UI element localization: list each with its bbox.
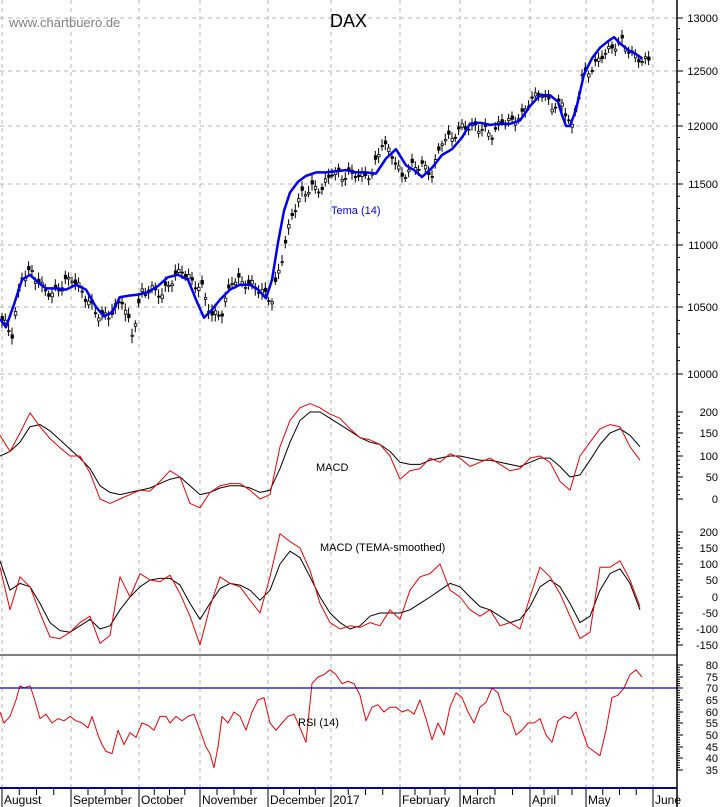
chart-title: DAX	[330, 11, 367, 31]
macd-tema-label: MACD (TEMA-smoothed)	[320, 542, 445, 554]
x-month-label: March	[462, 793, 495, 807]
x-month-label: April	[532, 793, 556, 807]
y-tick-label: 50	[706, 730, 718, 742]
price-candles	[0, 29, 651, 345]
y-tick-label: 12500	[687, 66, 718, 78]
x-month-label: August	[4, 793, 42, 807]
y-tick-label: 80	[706, 660, 718, 672]
y-tick-label: 100	[700, 451, 718, 463]
x-month-label: February	[402, 793, 450, 807]
grid-lines	[0, 0, 677, 788]
y-tick-label: 11000	[688, 240, 718, 252]
x-month-label: May	[588, 793, 611, 807]
x-month-label: October	[141, 793, 184, 807]
y-tick-label: 40	[706, 753, 718, 765]
y-tick-label: 75	[706, 672, 718, 684]
y-tick-label: 200	[700, 527, 718, 539]
y-tick-label: 200	[700, 407, 718, 419]
x-month-label: November	[202, 793, 257, 807]
x-month-label: 2017	[333, 793, 360, 807]
y-tick-label: 11500	[688, 179, 718, 191]
y-tick-label: -100	[696, 624, 718, 636]
watermark: www.chartbuero.de	[8, 15, 120, 30]
macd-label: MACD	[316, 462, 348, 474]
y-tick-label: 50	[706, 472, 718, 484]
y-tick-label: 13000	[687, 13, 718, 25]
y-tick-label: 0	[712, 592, 718, 604]
y-tick-label: 12000	[687, 121, 718, 133]
y-tick-label: 50	[706, 575, 718, 587]
y-tick-label: 0	[712, 494, 718, 506]
indicator-lines	[0, 35, 643, 769]
y-tick-label: -150	[696, 640, 718, 652]
x-month-label: September	[73, 793, 132, 807]
rsi-label: RSI (14)	[298, 717, 339, 729]
y-tick-label: 55	[706, 718, 718, 730]
y-tick-label: 150	[700, 428, 718, 440]
y-tick-label: 10000	[687, 369, 718, 381]
y-tick-label: 150	[700, 543, 718, 555]
y-tick-label: -50	[702, 608, 718, 620]
y-tick-label: 45	[706, 742, 718, 754]
x-month-label: December	[270, 793, 325, 807]
tema-label: Tema (14)	[331, 205, 381, 217]
x-month-label: June	[655, 793, 681, 807]
y-tick-label: 10500	[687, 302, 718, 314]
y-tick-label: 100	[700, 559, 718, 571]
y-tick-label: 35	[706, 765, 718, 777]
y-tick-label: 65	[706, 695, 718, 707]
y-tick-label: 70	[706, 683, 718, 695]
y-tick-label: 60	[706, 707, 718, 719]
